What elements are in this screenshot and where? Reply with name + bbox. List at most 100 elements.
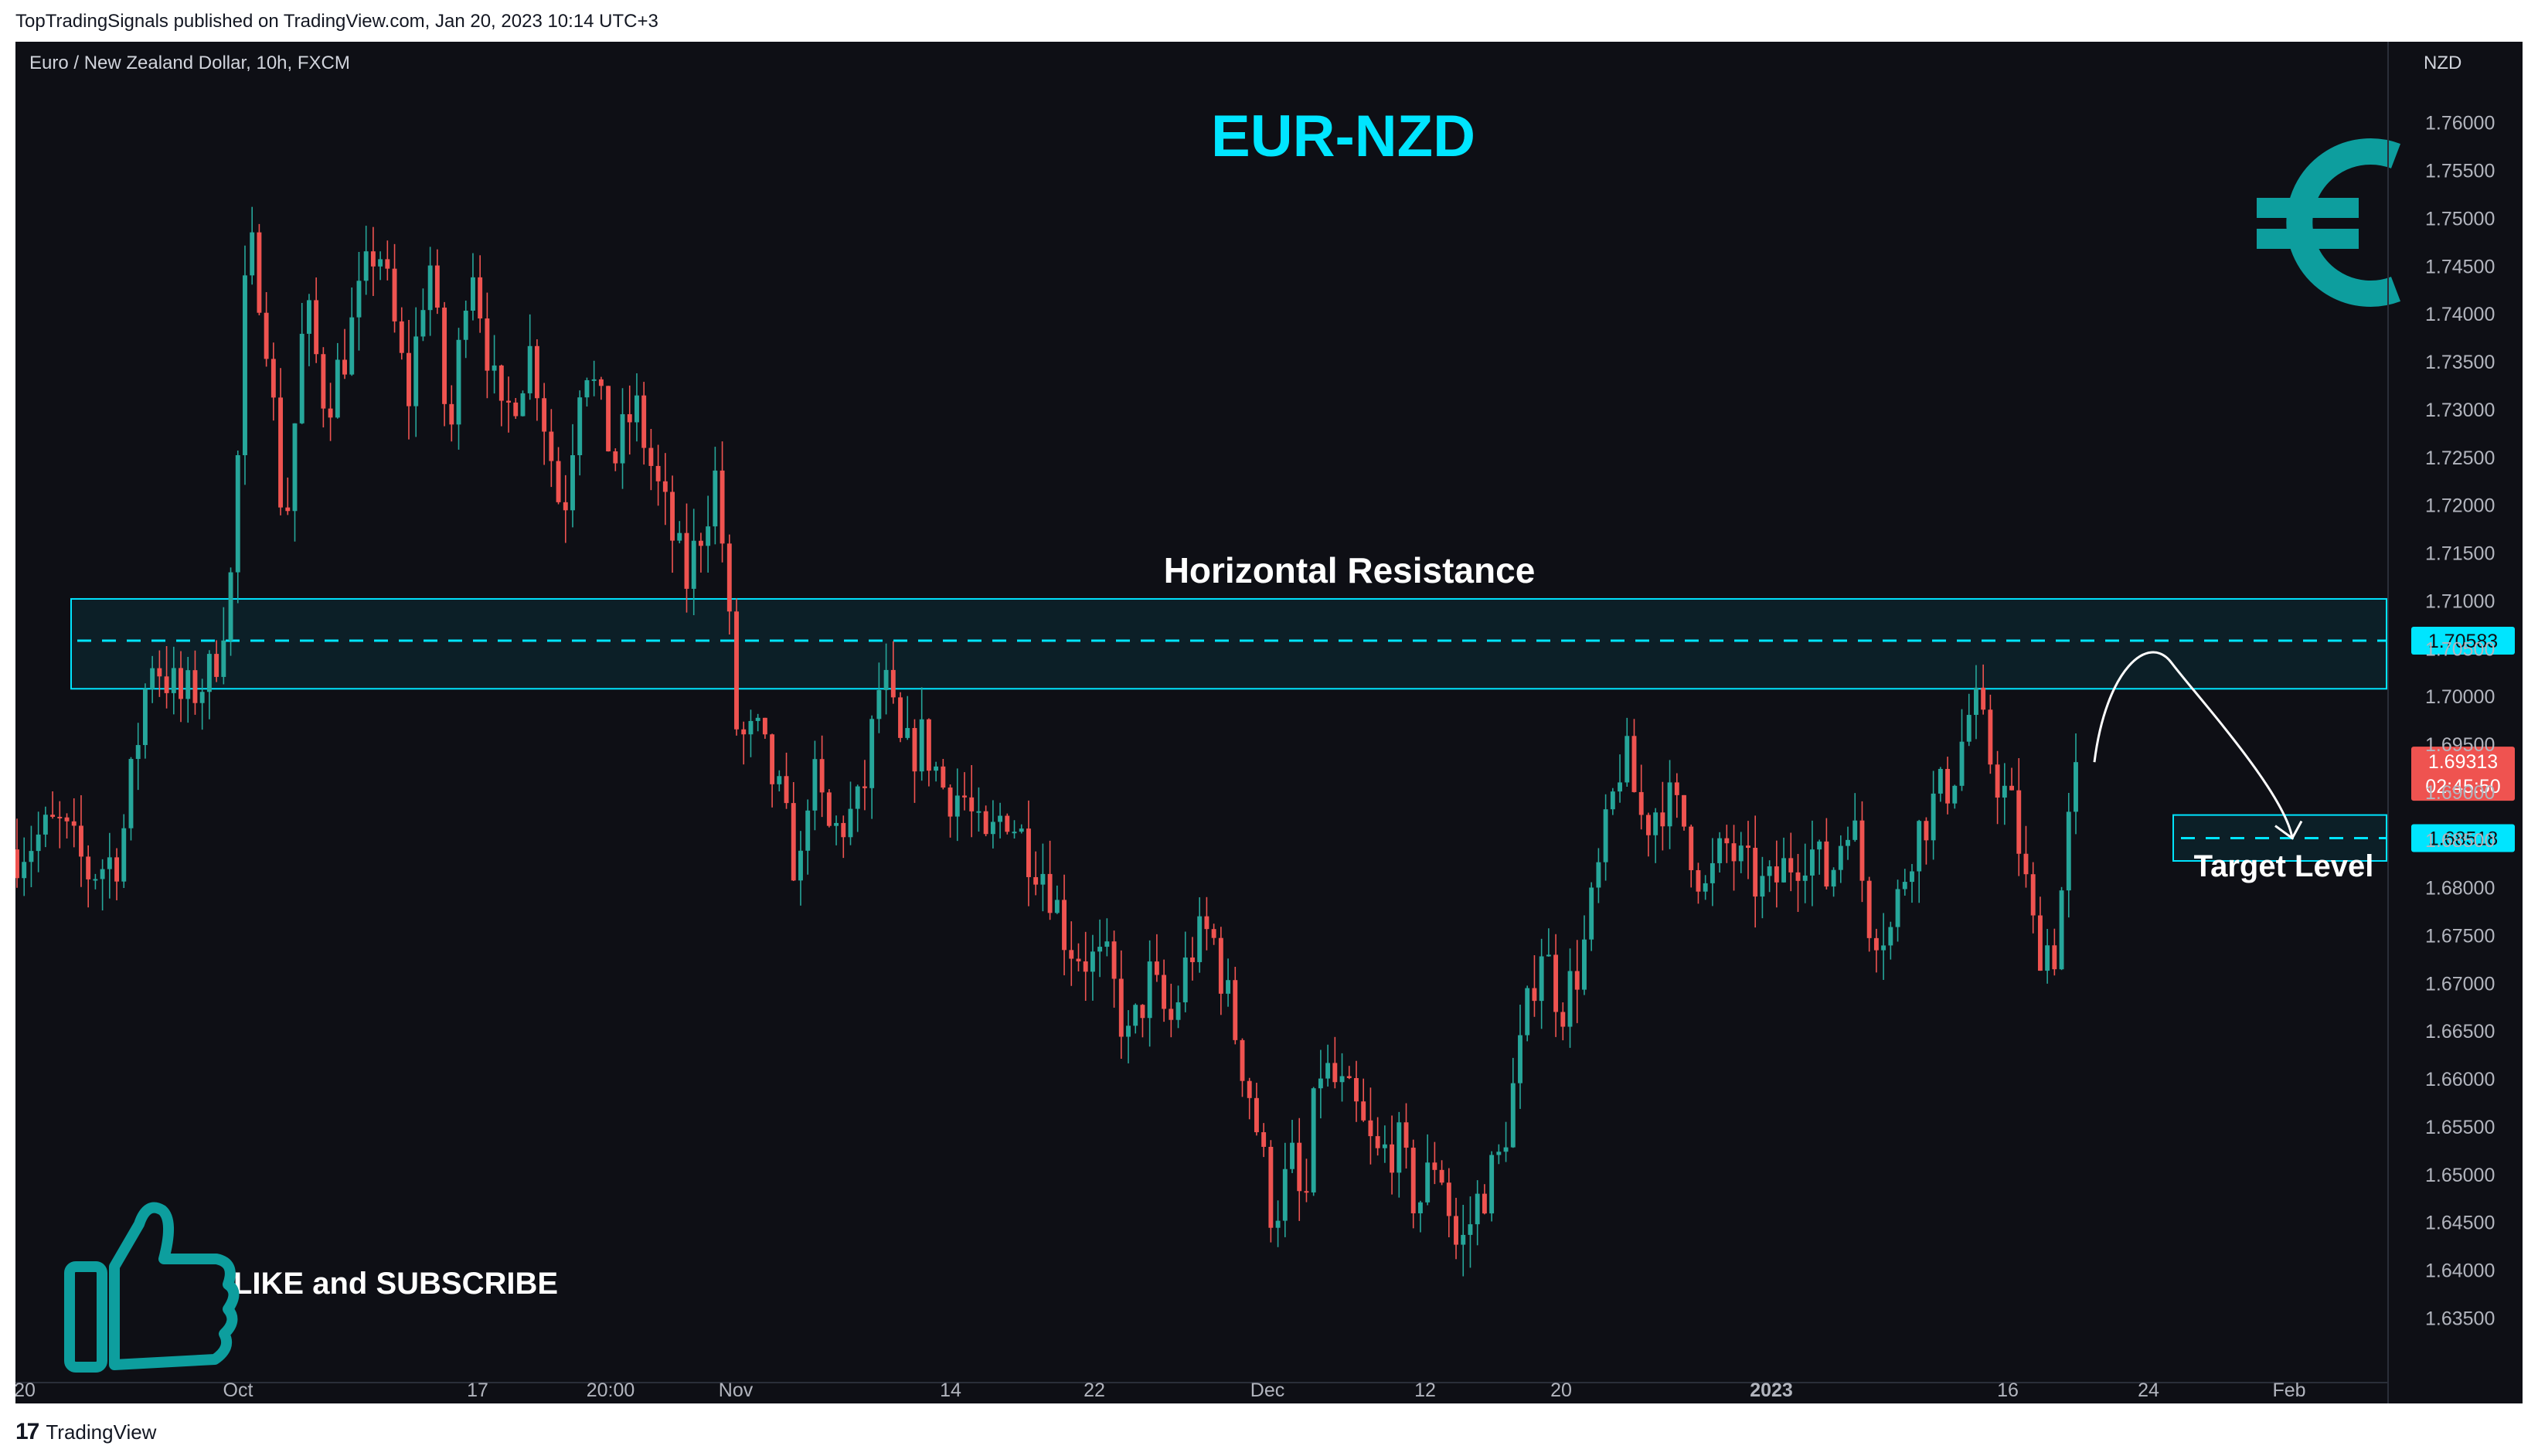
candle-body[interactable] <box>890 669 896 698</box>
candle-body[interactable] <box>2016 790 2022 854</box>
candle-body[interactable] <box>841 822 846 838</box>
candle-body[interactable] <box>1760 876 1765 897</box>
candle-body[interactable] <box>335 359 340 418</box>
candle-body[interactable] <box>862 786 867 788</box>
candle-body[interactable] <box>1881 945 1886 951</box>
candle-body[interactable] <box>1040 873 1046 885</box>
candle-body[interactable] <box>29 851 34 862</box>
candle-body[interactable] <box>2002 785 2007 798</box>
candle-body[interactable] <box>463 310 468 340</box>
candle-body[interactable] <box>1802 875 1808 881</box>
candle-body[interactable] <box>243 275 247 456</box>
candle-body[interactable] <box>1973 687 1978 716</box>
candle-body[interactable] <box>399 321 404 353</box>
candle-body[interactable] <box>15 849 19 879</box>
candle-body[interactable] <box>1596 862 1601 888</box>
candle-body[interactable] <box>1226 980 1231 994</box>
candle-body[interactable] <box>2023 853 2029 875</box>
candle-body[interactable] <box>1560 1012 1566 1027</box>
candle-body[interactable] <box>1361 1101 1366 1121</box>
candle-body[interactable] <box>662 481 668 492</box>
candle-body[interactable] <box>378 259 383 267</box>
candle-body[interactable] <box>1275 1220 1281 1228</box>
candle-body[interactable] <box>1753 847 1758 897</box>
candle-body[interactable] <box>1169 1009 1174 1020</box>
candle-body[interactable] <box>1873 937 1879 951</box>
candle-body[interactable] <box>2045 945 2050 971</box>
candle-body[interactable] <box>1147 961 1152 1019</box>
candle-body[interactable] <box>285 507 291 512</box>
candle-body[interactable] <box>1703 883 1708 892</box>
candle-body[interactable] <box>2052 945 2057 970</box>
candle-body[interactable] <box>563 502 568 511</box>
candle-body[interactable] <box>79 825 83 857</box>
candle-body[interactable] <box>1660 812 1665 827</box>
projection-arrow[interactable] <box>2093 651 2294 839</box>
candle-body[interactable] <box>1254 1097 1259 1133</box>
candle-body[interactable] <box>990 822 995 835</box>
candle-body[interactable] <box>934 766 939 771</box>
candle-body[interactable] <box>43 815 48 835</box>
candle-body[interactable] <box>549 431 554 461</box>
candle-body[interactable] <box>142 689 148 746</box>
candle-body[interactable] <box>1546 954 1551 957</box>
candle-body[interactable] <box>627 413 632 423</box>
candle-body[interactable] <box>1781 858 1787 883</box>
candle-body[interactable] <box>100 869 105 879</box>
candle-body[interactable] <box>1689 826 1694 870</box>
candle-body[interactable] <box>777 776 782 784</box>
candle-body[interactable] <box>542 398 547 432</box>
candle-body[interactable] <box>634 395 639 423</box>
candle-body[interactable] <box>86 856 91 879</box>
chart-area[interactable]: Euro / New Zealand Dollar, 10h, FXCM NZD… <box>15 42 2523 1403</box>
candle-body[interactable] <box>1859 820 1865 881</box>
candle-body[interactable] <box>1795 872 1801 881</box>
candle-body[interactable] <box>706 526 711 546</box>
candle-body[interactable] <box>71 821 77 826</box>
candle-body[interactable] <box>1724 838 1730 844</box>
candle-body[interactable] <box>905 728 910 738</box>
candle-body[interactable] <box>1603 809 1608 862</box>
candle-body[interactable] <box>1417 1202 1423 1213</box>
candle-body[interactable] <box>577 397 583 456</box>
candle-body[interactable] <box>1625 736 1630 783</box>
candle-body[interactable] <box>670 492 675 541</box>
candle-body[interactable] <box>257 232 262 313</box>
candle-body[interactable] <box>876 689 882 719</box>
candle-body[interactable] <box>36 834 41 852</box>
candle-body[interactable] <box>1746 845 1750 848</box>
candle-body[interactable] <box>264 312 269 359</box>
candle-body[interactable] <box>1917 821 1922 872</box>
candle-body[interactable] <box>1382 1144 1387 1148</box>
candle-body[interactable] <box>556 461 561 502</box>
candle-body[interactable] <box>1290 1142 1295 1169</box>
candle-body[interactable] <box>606 386 611 452</box>
candle-body[interactable] <box>1981 687 1986 710</box>
candle-body[interactable] <box>969 797 975 811</box>
candle-body[interactable] <box>720 470 725 544</box>
candle-body[interactable] <box>1674 782 1679 795</box>
candle-body[interactable] <box>434 265 440 308</box>
candle-body[interactable] <box>534 345 539 399</box>
candle-body[interactable] <box>1218 937 1223 994</box>
candle-body[interactable] <box>1774 866 1779 883</box>
candle-body[interactable] <box>1410 1148 1416 1213</box>
candle-body[interactable] <box>1846 839 1850 846</box>
candle-body[interactable] <box>1610 791 1615 810</box>
candle-body[interactable] <box>726 543 732 612</box>
candle-body[interactable] <box>342 359 347 375</box>
candle-body[interactable] <box>1054 900 1060 913</box>
candle-body[interactable] <box>1403 1122 1409 1148</box>
candle-body[interactable] <box>1461 1234 1466 1245</box>
candle-body[interactable] <box>1539 956 1544 1002</box>
candle-body[interactable] <box>1824 841 1829 887</box>
candle-body[interactable] <box>306 300 311 334</box>
candle-body[interactable] <box>1268 1146 1274 1228</box>
candle-body[interactable] <box>1902 882 1907 890</box>
candle-body[interactable] <box>770 734 775 784</box>
candle-body[interactable] <box>1910 871 1914 883</box>
candle-body[interactable] <box>1938 768 1943 794</box>
candle-body[interactable] <box>1945 768 1951 804</box>
candle-body[interactable] <box>1618 782 1622 792</box>
candle-body[interactable] <box>442 308 447 404</box>
